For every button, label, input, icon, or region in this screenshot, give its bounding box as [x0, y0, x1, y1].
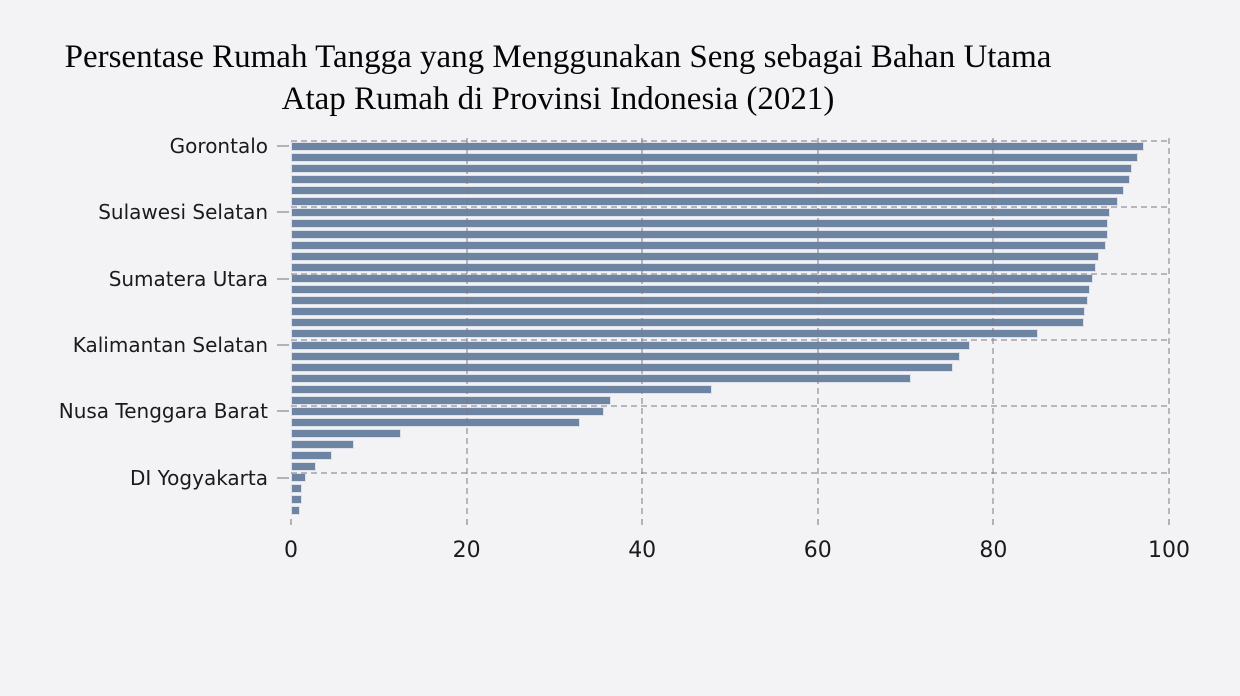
bar [291, 451, 333, 461]
bar [291, 395, 611, 405]
bar [291, 462, 316, 472]
bar [291, 428, 401, 438]
bar [291, 440, 355, 450]
bar [291, 229, 1108, 239]
bar [291, 362, 953, 372]
bar [291, 196, 1119, 206]
y-gridline [291, 405, 1169, 408]
chart-title: Persentase Rumah Tangga yang Menggunakan… [20, 36, 1096, 120]
bar [291, 484, 302, 494]
bar [291, 329, 1039, 339]
chart-title-line2: Atap Rumah di Provinsi Indonesia (2021) [281, 81, 835, 117]
bar [291, 318, 1084, 328]
y-tick-label: Kalimantan Selatan [72, 333, 268, 358]
bar [291, 351, 961, 361]
bar [291, 174, 1131, 184]
bar [291, 296, 1089, 306]
y-gridline [291, 206, 1169, 209]
bar [291, 285, 1090, 295]
x-tick-mark [290, 519, 292, 525]
y-tick-mark [277, 410, 289, 413]
plot-area [291, 138, 1170, 518]
bar [291, 274, 1093, 284]
bar [291, 263, 1097, 273]
bar [291, 141, 1145, 151]
bar [291, 307, 1085, 317]
x-tick-label: 80 [979, 538, 1008, 563]
bar [291, 473, 306, 483]
x-tick-label: 40 [628, 538, 657, 563]
x-tick-label: 20 [452, 538, 481, 563]
y-gridline [291, 471, 1169, 474]
bar [291, 163, 1133, 173]
bar [291, 495, 302, 505]
y-tick-label: Gorontalo [169, 134, 268, 158]
x-gridline [992, 138, 995, 518]
y-tick-mark [277, 277, 289, 280]
bar [291, 152, 1139, 162]
x-tick-label: 0 [284, 538, 298, 563]
y-tick-mark [277, 211, 289, 214]
bar [291, 252, 1099, 262]
y-gridline [291, 339, 1169, 342]
x-tick-mark [992, 519, 995, 525]
x-gridline [1168, 138, 1170, 518]
bar [291, 417, 580, 427]
bar [291, 506, 300, 516]
y-gridline [291, 272, 1169, 275]
y-tick-label: Nusa Tenggara Barat [58, 399, 268, 424]
x-tick-mark [1168, 519, 1170, 525]
y-tick-mark [277, 476, 289, 479]
x-gridline [816, 138, 819, 518]
x-gridline [465, 138, 468, 518]
x-gridline [641, 138, 644, 518]
y-tick-label: Sulawesi Selatan [98, 200, 268, 225]
y-tick-mark [277, 145, 289, 147]
bar [291, 207, 1111, 217]
bar [291, 373, 911, 383]
y-tick-mark [277, 344, 289, 347]
y-tick-label: DI Yogyakarta [129, 465, 268, 490]
y-tick-label: Sumatera Utara [108, 266, 268, 291]
bar [291, 406, 605, 416]
bar [291, 185, 1125, 195]
x-tick-mark [816, 519, 819, 525]
bar [291, 384, 713, 394]
x-tick-mark [641, 519, 644, 525]
chart-title-line1: Persentase Rumah Tangga yang Menggunakan… [64, 39, 1052, 75]
x-tick-label: 60 [803, 538, 832, 563]
bar [291, 241, 1106, 250]
x-tick-label: 100 [1148, 538, 1190, 563]
x-tick-mark [465, 519, 468, 525]
bar [291, 218, 1109, 228]
y-gridline [291, 140, 1169, 142]
bar [291, 340, 970, 350]
